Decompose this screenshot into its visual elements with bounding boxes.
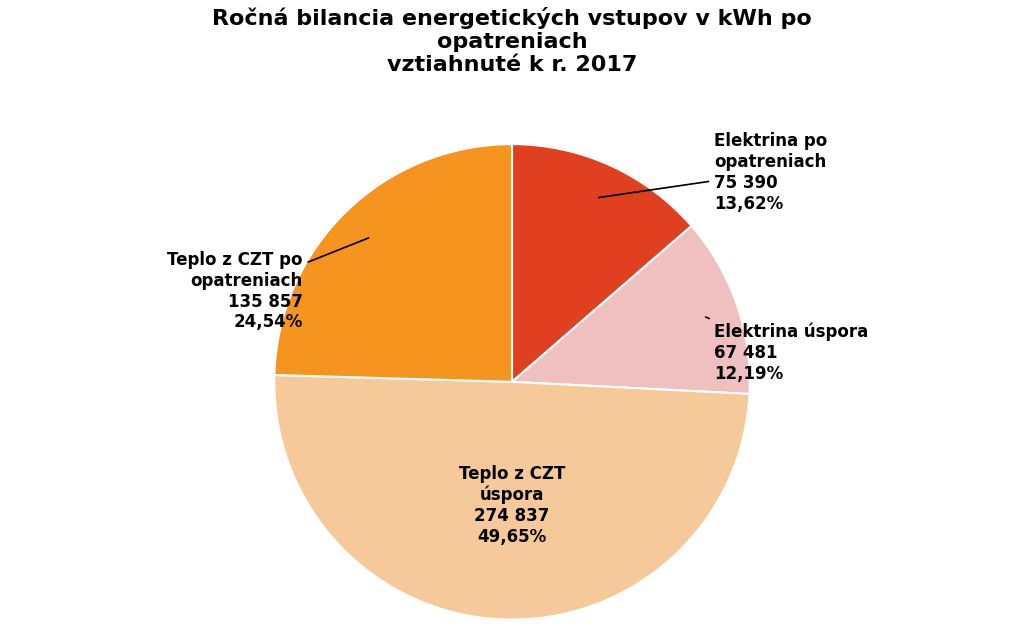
Wedge shape	[512, 226, 750, 394]
Wedge shape	[274, 144, 512, 382]
Text: Teplo z CZT
úspora
274 837
49,65%: Teplo z CZT úspora 274 837 49,65%	[459, 465, 565, 546]
Wedge shape	[274, 375, 750, 620]
Wedge shape	[512, 144, 691, 382]
Title: Ročná bilancia energetických vstupov v kWh po
opatreniach
vztiahnuté k r. 2017: Ročná bilancia energetických vstupov v k…	[212, 7, 812, 75]
Text: Elektrina po
opatreniach
75 390
13,62%: Elektrina po opatreniach 75 390 13,62%	[599, 132, 827, 213]
Text: Elektrina úspora
67 481
12,19%: Elektrina úspora 67 481 12,19%	[706, 317, 868, 382]
Text: Teplo z CZT po
opatreniach
135 857
24,54%: Teplo z CZT po opatreniach 135 857 24,54…	[167, 238, 369, 332]
